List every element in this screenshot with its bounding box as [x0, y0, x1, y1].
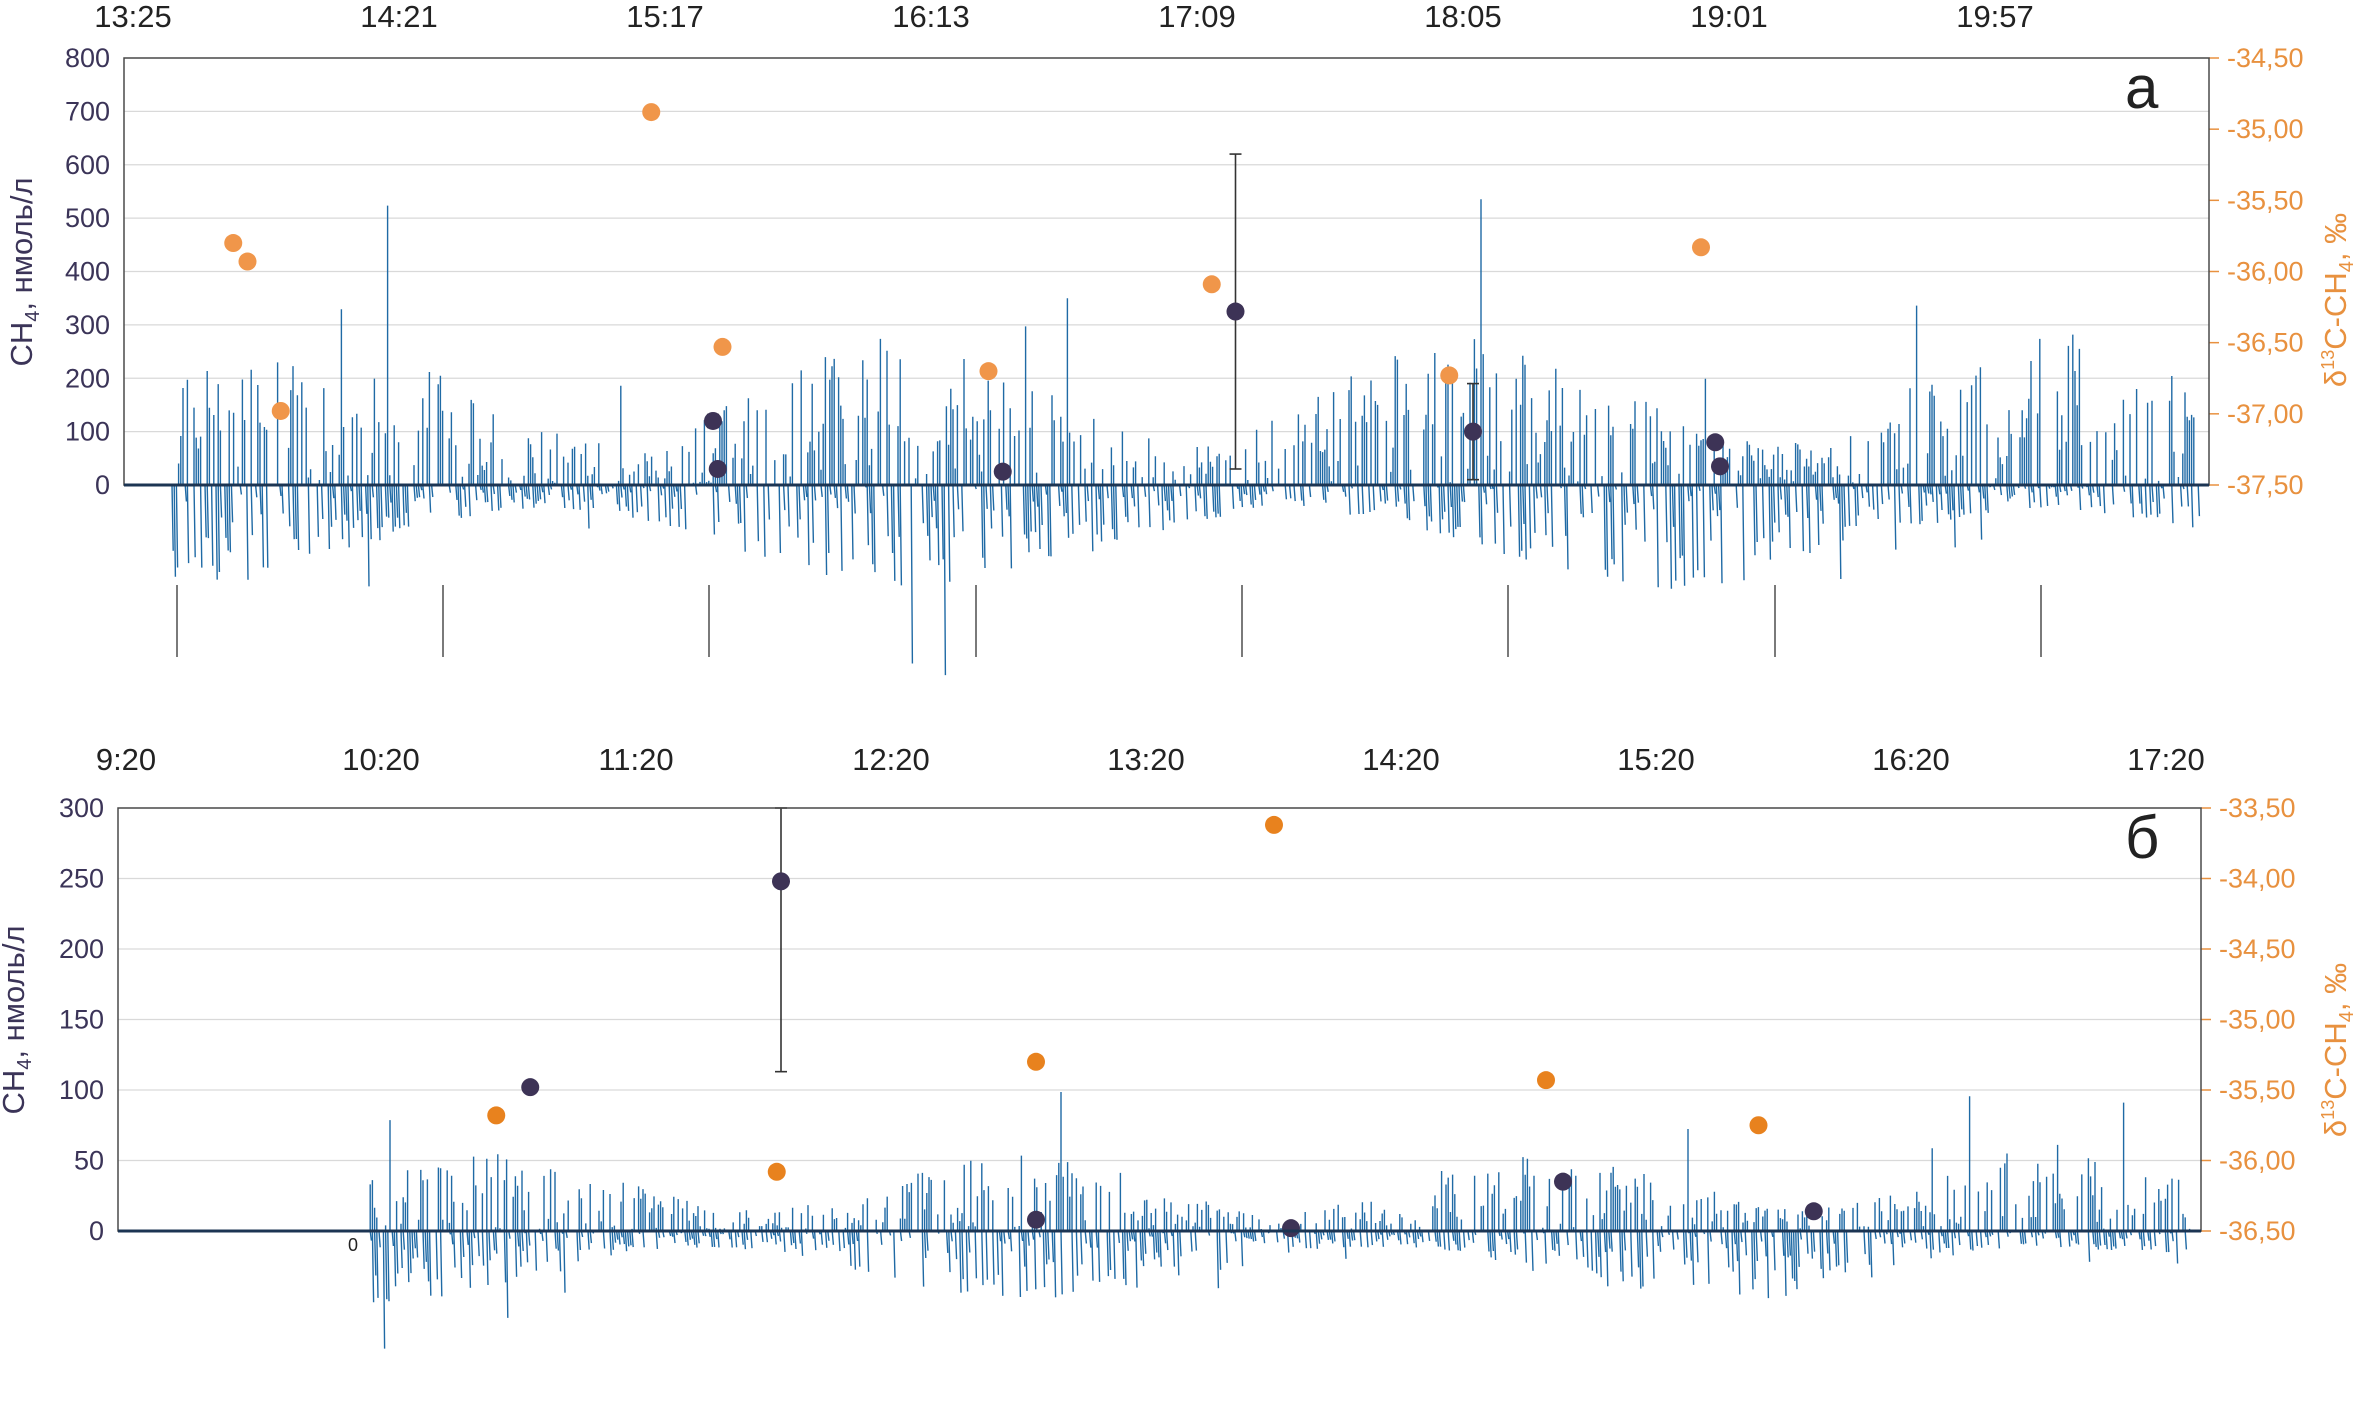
y2-tick-label: -33,50 — [2219, 793, 2296, 823]
y2-tick-label: -35,00 — [2219, 1005, 2296, 1035]
d13c-point — [642, 103, 661, 122]
panel-a: 13:25 14:21 15:17 16:13 17:09 18:05 19:01 19:57… — [4, 0, 2358, 676]
y2-tick-label: -37,00 — [2227, 399, 2304, 429]
time-tick-label: 14:20 — [1362, 742, 1440, 777]
d13c-point — [979, 362, 998, 381]
d13c-point — [1537, 1071, 1555, 1090]
y-tick-label: 700 — [65, 96, 110, 126]
time-tick-label: 17:20 — [2127, 742, 2205, 777]
time-tick-label: 19:01 — [1690, 0, 1768, 34]
d13c-point — [1692, 238, 1710, 257]
y2-tick-label: -35,50 — [2219, 1075, 2296, 1105]
y-axis-title-left-b: CH4, нмоль/л — [0, 925, 36, 1114]
time-tick-label: 13:25 — [94, 0, 172, 34]
y2-tick-label: -34,50 — [2219, 934, 2296, 964]
ch4-point — [1554, 1172, 1572, 1191]
panel-b: 9:20 10:20 11:20 12:20 13:20 14:20 15:20 16:20 1… — [0, 742, 2358, 1349]
time-tick-label: 13:20 — [1107, 742, 1185, 777]
y-tick-label: 500 — [65, 203, 110, 233]
d13c-point — [1440, 366, 1459, 385]
y2-tick-label: -36,00 — [2227, 257, 2304, 287]
time-tick-label: 17:09 — [1158, 0, 1236, 34]
d13c-point — [487, 1106, 506, 1125]
y-tick-label: 150 — [59, 1005, 104, 1035]
time-tick-label: 14:21 — [360, 0, 438, 34]
ch4-point — [1282, 1219, 1300, 1238]
y-tick-label: 100 — [65, 417, 110, 447]
y2-tick-label: -34,50 — [2227, 43, 2304, 73]
d13c-point — [713, 337, 732, 356]
time-tick-label: 16:20 — [1872, 742, 1950, 777]
d13c-point — [238, 252, 257, 271]
time-tick-label: 18:05 — [1424, 0, 1502, 34]
time-tick-label: 15:20 — [1617, 742, 1695, 777]
y-tick-label: 0 — [89, 1216, 104, 1246]
ch4-point — [704, 411, 722, 430]
y2-tick-label: -36,50 — [2227, 328, 2304, 358]
y-tick-label: 600 — [65, 150, 110, 180]
d13c-point — [1749, 1116, 1768, 1135]
zero-marker-b: 0 — [348, 1235, 358, 1255]
d13c-point — [1027, 1052, 1045, 1071]
y-tick-label: 200 — [65, 363, 110, 393]
time-tick-label: 9:20 — [96, 742, 156, 777]
concentration-trace — [171, 199, 2201, 676]
ch4-point — [1711, 457, 1729, 476]
y-tick-label: 300 — [59, 793, 104, 823]
y2-tick-label: -35,50 — [2227, 185, 2304, 215]
ch4-point — [521, 1078, 540, 1097]
d13c-point — [1265, 815, 1283, 834]
time-tick-label: 12:20 — [852, 742, 930, 777]
ch4-point — [1464, 422, 1482, 441]
y-axis-title-right-b: δ13C-CH4, ‰ — [2318, 963, 2358, 1137]
time-tick-label: 11:20 — [598, 742, 673, 777]
d13c-point — [271, 401, 290, 420]
y2-tick-label: -34,00 — [2219, 864, 2296, 894]
y2-tick-label: -37,50 — [2227, 470, 2304, 500]
time-tick-label: 10:20 — [342, 742, 420, 777]
ch4-point — [1027, 1210, 1045, 1229]
ch4-point — [1706, 433, 1725, 452]
ch4-point — [1804, 1202, 1823, 1221]
ch4-point — [1226, 302, 1245, 321]
panel-label-a: а — [2125, 54, 2159, 121]
y-tick-label: 400 — [65, 257, 110, 287]
y2-tick-label: -36,00 — [2219, 1146, 2296, 1176]
y-tick-label: 250 — [59, 864, 104, 894]
ch4-point — [993, 462, 1012, 481]
time-tick-label: 15:17 — [626, 0, 704, 34]
y-tick-label: 50 — [74, 1146, 104, 1176]
y-tick-label: 0 — [95, 470, 110, 500]
time-tick-label: 19:57 — [1956, 0, 2034, 34]
concentration-trace — [369, 1092, 2191, 1349]
y-axis-title-right-a: δ13C-CH4, ‰ — [2318, 213, 2358, 387]
ch4-point — [708, 459, 727, 478]
y-axis-title-left-a: CH4, нмоль/л — [4, 177, 44, 366]
y2-tick-label: -35,00 — [2227, 114, 2304, 144]
y2-tick-label: -36,50 — [2219, 1216, 2296, 1246]
y-tick-label: 800 — [65, 43, 110, 73]
d13c-point — [1202, 275, 1221, 294]
panel-label-b: б — [2125, 804, 2159, 871]
d13c-point — [224, 234, 243, 253]
ch4-point — [772, 872, 790, 891]
y-tick-label: 300 — [65, 310, 110, 340]
y-tick-label: 200 — [59, 934, 104, 964]
time-tick-label: 16:13 — [892, 0, 970, 34]
d13c-point — [767, 1162, 786, 1181]
y-tick-label: 100 — [59, 1075, 104, 1105]
